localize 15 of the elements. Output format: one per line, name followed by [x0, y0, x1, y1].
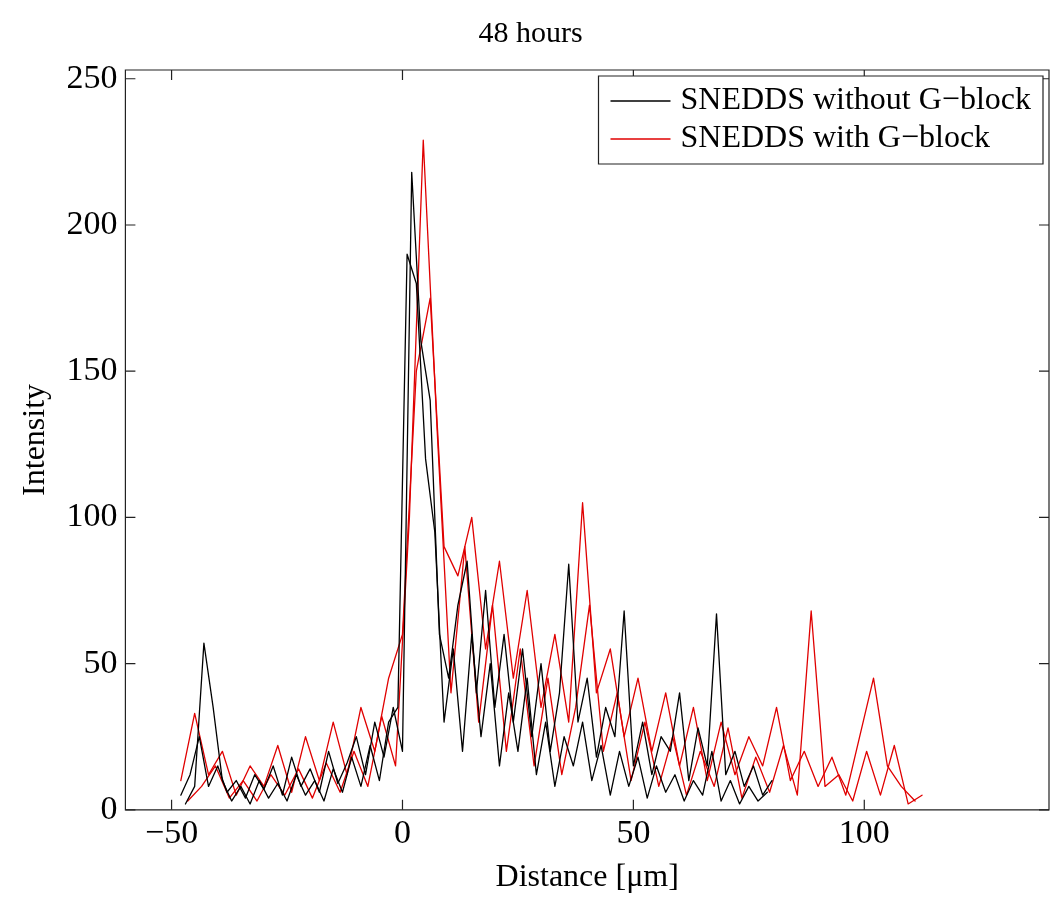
y-tick-label: 50 [83, 642, 118, 680]
y-tick-label: 200 [66, 203, 118, 241]
x-tick-label: −50 [144, 813, 199, 851]
x-tick-label: 0 [393, 813, 411, 851]
x-axis-title: Distance [μm] [495, 857, 679, 894]
legend-label: SNEDDS without G−block [680, 80, 1031, 117]
x-tick-label: 100 [838, 813, 890, 851]
y-tick-label: 150 [66, 350, 118, 388]
y-axis-title: Intensity [14, 383, 51, 496]
chart-title: 48 hours [478, 14, 583, 48]
x-tick-label: 50 [616, 813, 651, 851]
y-tick-label: 250 [66, 57, 118, 95]
y-tick-label: 0 [100, 788, 118, 826]
y-tick-label: 100 [66, 496, 118, 534]
legend-label: SNEDDS with G−block [680, 118, 991, 155]
